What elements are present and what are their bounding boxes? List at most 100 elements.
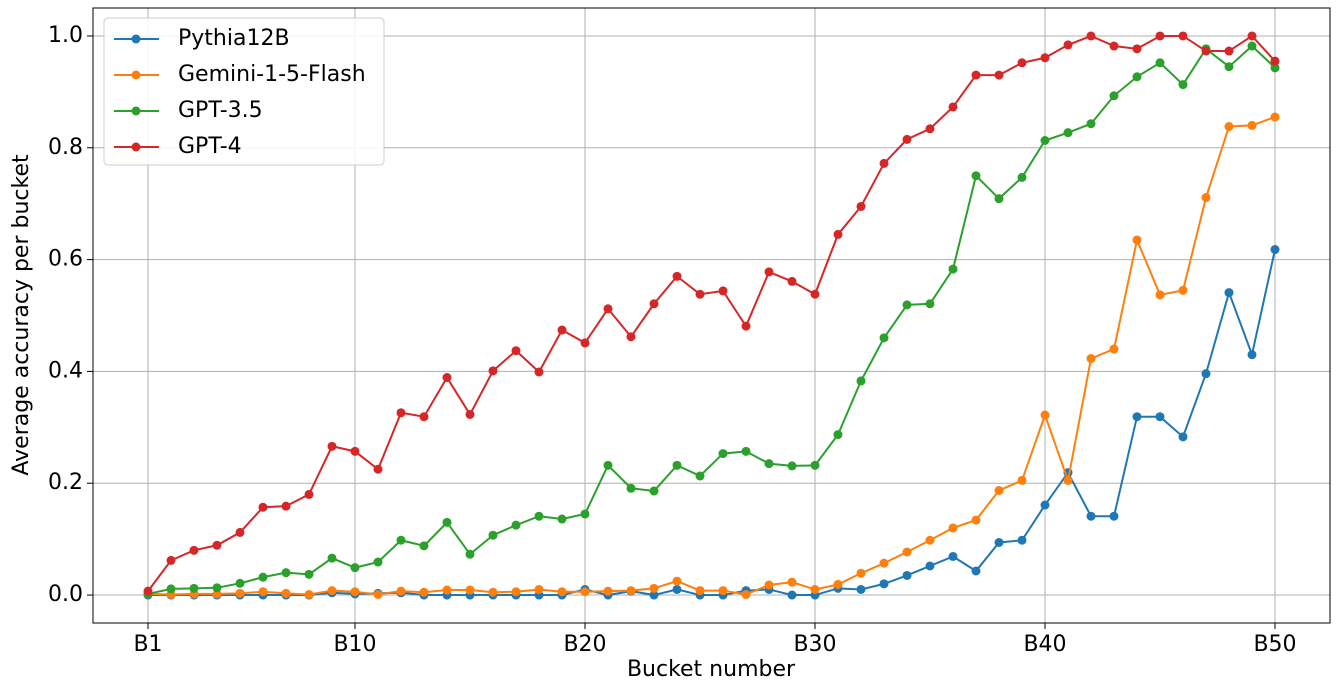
data-point: [718, 286, 728, 296]
data-point: [442, 585, 452, 595]
data-point: [327, 553, 337, 563]
data-point: [1132, 235, 1142, 245]
data-point: [603, 460, 613, 470]
x-axis-label: Bucket number: [627, 657, 796, 682]
x-tick-label: B50: [1253, 632, 1296, 657]
data-point: [626, 586, 636, 596]
data-point: [189, 545, 199, 555]
data-point: [212, 589, 222, 599]
data-point: [764, 267, 774, 277]
data-point: [626, 332, 636, 342]
data-point: [258, 502, 268, 512]
data-point: [649, 486, 659, 496]
data-point: [442, 517, 452, 527]
data-point: [718, 449, 728, 459]
y-tick-label: 0.8: [48, 135, 83, 160]
data-point: [672, 460, 682, 470]
data-point: [672, 271, 682, 281]
data-point: [810, 289, 820, 299]
data-point: [925, 535, 935, 545]
data-point: [281, 588, 291, 598]
data-point: [1017, 172, 1027, 182]
data-point: [1224, 288, 1234, 298]
y-axis-label: Average accuracy per bucket: [9, 154, 34, 476]
data-point: [649, 590, 659, 600]
data-point: [419, 412, 429, 422]
data-point: [810, 460, 820, 470]
data-point: [143, 586, 153, 596]
data-point: [1063, 475, 1073, 485]
data-point: [1109, 344, 1119, 354]
legend-label: GPT-3.5: [178, 98, 263, 123]
data-point: [1109, 511, 1119, 521]
data-point: [1017, 58, 1027, 68]
data-point: [1155, 31, 1165, 41]
x-tick-label: B30: [793, 632, 836, 657]
y-tick-label: 0.0: [48, 582, 83, 607]
data-point: [1109, 91, 1119, 101]
data-point: [1201, 193, 1211, 203]
data-point: [1247, 120, 1257, 130]
data-point: [419, 541, 429, 551]
data-point: [879, 579, 889, 589]
data-point: [1178, 285, 1188, 295]
legend-marker: [131, 34, 141, 44]
y-tick-label: 0.6: [48, 247, 83, 272]
data-point: [856, 201, 866, 211]
data-point: [1063, 40, 1073, 50]
data-point: [1040, 500, 1050, 510]
data-point: [166, 555, 176, 565]
data-point: [580, 587, 590, 597]
data-point: [1086, 31, 1096, 41]
data-point: [1086, 119, 1096, 129]
legend-marker: [131, 70, 141, 80]
data-point: [465, 549, 475, 559]
data-point: [994, 537, 1004, 547]
data-point: [971, 515, 981, 525]
data-point: [833, 430, 843, 440]
data-point: [1086, 354, 1096, 364]
data-point: [787, 590, 797, 600]
data-point: [925, 299, 935, 309]
data-point: [994, 485, 1004, 495]
data-point: [1155, 58, 1165, 68]
data-point: [350, 587, 360, 597]
data-point: [971, 171, 981, 181]
data-point: [787, 577, 797, 587]
data-point: [764, 459, 774, 469]
data-point: [235, 527, 245, 537]
data-point: [1178, 432, 1188, 442]
data-point: [695, 586, 705, 596]
data-point: [741, 446, 751, 456]
data-point: [948, 523, 958, 533]
data-point: [212, 540, 222, 550]
legend-label: GPT-4: [178, 134, 242, 159]
data-point: [557, 325, 567, 335]
y-tick-label: 0.4: [48, 358, 83, 383]
y-tick-label: 0.2: [48, 470, 83, 495]
plot-frame: [92, 7, 1331, 624]
data-point: [902, 547, 912, 557]
data-point: [833, 579, 843, 589]
data-point: [396, 408, 406, 418]
data-point: [1201, 369, 1211, 379]
data-point: [534, 584, 544, 594]
data-point: [396, 535, 406, 545]
data-point: [534, 511, 544, 521]
data-point: [258, 587, 268, 597]
data-point: [1040, 410, 1050, 420]
data-point: [189, 583, 199, 593]
legend: Pythia12B Gemini-1-5-Flash GPT-3.5 GPT-4: [103, 17, 385, 166]
data-point: [603, 586, 613, 596]
x-tick-label: B40: [1023, 632, 1066, 657]
data-point: [948, 551, 958, 561]
data-point: [373, 464, 383, 474]
data-point: [1224, 122, 1234, 132]
data-point: [534, 367, 544, 377]
data-point: [925, 561, 935, 571]
data-point: [1224, 46, 1234, 56]
data-point: [1247, 41, 1257, 51]
data-point: [235, 578, 245, 588]
data-point: [649, 583, 659, 593]
data-point: [603, 304, 613, 314]
